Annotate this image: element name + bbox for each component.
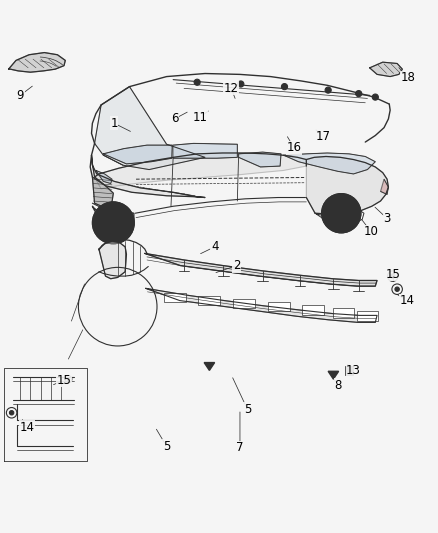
Circle shape xyxy=(395,287,399,292)
Bar xyxy=(198,296,220,305)
Polygon shape xyxy=(370,62,403,77)
Bar xyxy=(302,305,324,314)
Text: 3: 3 xyxy=(383,212,391,225)
Polygon shape xyxy=(96,171,112,183)
Polygon shape xyxy=(306,157,389,214)
Polygon shape xyxy=(284,153,375,174)
Bar xyxy=(164,293,186,302)
Polygon shape xyxy=(99,241,127,279)
Polygon shape xyxy=(9,53,65,72)
Text: 7: 7 xyxy=(236,441,244,454)
Bar xyxy=(268,302,290,311)
Bar xyxy=(233,299,255,309)
Polygon shape xyxy=(92,155,205,198)
Text: 4: 4 xyxy=(211,240,219,253)
Circle shape xyxy=(92,202,134,244)
Circle shape xyxy=(238,81,244,87)
Text: 12: 12 xyxy=(224,82,239,95)
Text: 5: 5 xyxy=(244,403,251,416)
Circle shape xyxy=(10,410,14,415)
Circle shape xyxy=(391,274,395,278)
Text: 8: 8 xyxy=(334,379,342,392)
Text: 1: 1 xyxy=(110,117,118,130)
Circle shape xyxy=(372,94,378,100)
Text: 14: 14 xyxy=(19,421,35,434)
Circle shape xyxy=(325,87,331,93)
Polygon shape xyxy=(381,179,389,195)
Bar xyxy=(332,308,354,318)
Polygon shape xyxy=(95,153,306,189)
Text: 6: 6 xyxy=(171,112,178,125)
Polygon shape xyxy=(204,362,215,370)
Polygon shape xyxy=(328,372,339,379)
Polygon shape xyxy=(95,87,205,169)
Circle shape xyxy=(356,91,362,96)
Text: 15: 15 xyxy=(57,374,71,386)
Text: 14: 14 xyxy=(399,294,414,307)
Polygon shape xyxy=(146,288,377,322)
Polygon shape xyxy=(145,253,377,286)
Text: 5: 5 xyxy=(163,440,170,453)
Bar xyxy=(345,366,353,375)
Text: 13: 13 xyxy=(346,364,361,377)
Text: 9: 9 xyxy=(17,89,24,102)
Bar xyxy=(357,311,378,321)
Text: 11: 11 xyxy=(192,111,207,124)
Polygon shape xyxy=(239,152,281,167)
Circle shape xyxy=(328,200,354,227)
Circle shape xyxy=(99,209,127,237)
Text: 10: 10 xyxy=(364,225,378,238)
Polygon shape xyxy=(92,206,134,225)
Text: 18: 18 xyxy=(400,71,415,84)
Polygon shape xyxy=(92,177,113,207)
Circle shape xyxy=(67,378,70,381)
Circle shape xyxy=(282,84,288,90)
Text: 17: 17 xyxy=(315,130,330,143)
Circle shape xyxy=(194,79,200,85)
Polygon shape xyxy=(173,143,237,158)
Circle shape xyxy=(321,193,361,233)
Polygon shape xyxy=(103,145,172,164)
Text: 16: 16 xyxy=(286,141,302,154)
Text: 2: 2 xyxy=(233,259,240,272)
Text: 15: 15 xyxy=(385,268,400,281)
